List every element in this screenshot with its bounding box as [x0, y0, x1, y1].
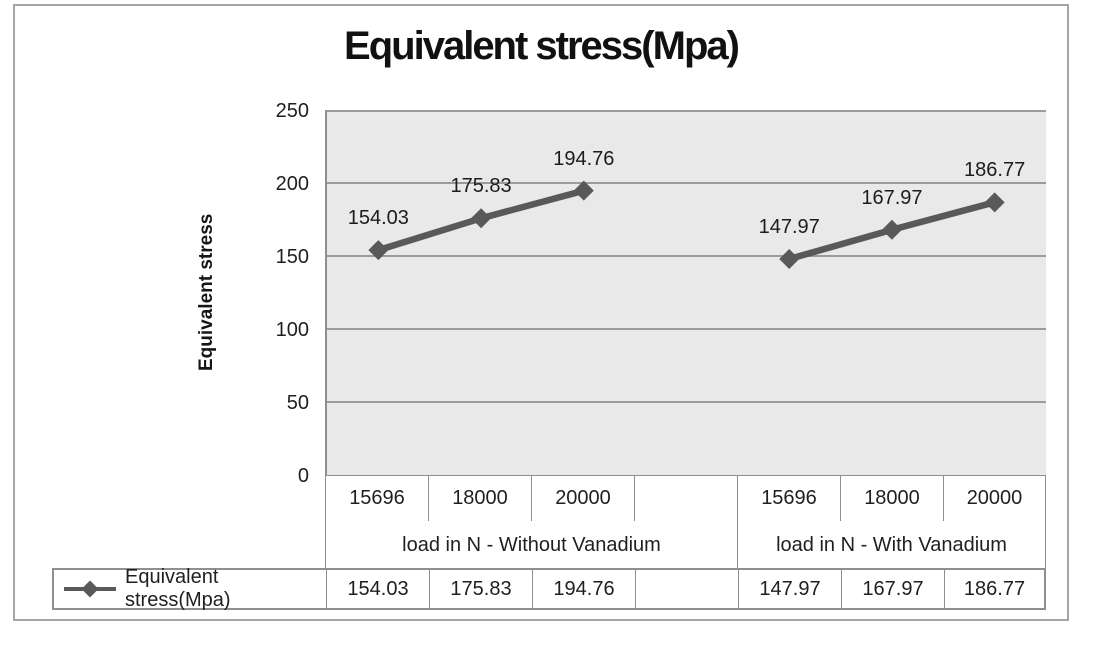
data-label: 194.76: [553, 147, 615, 170]
category-label: 18000: [841, 476, 944, 521]
category-label: 20000: [966, 487, 1023, 509]
y-tick-label: 200: [275, 173, 309, 195]
chart-frame: Equivalent stress(Mpa) Equivalent stress…: [13, 4, 1069, 621]
category-label: 15696: [326, 476, 429, 521]
category-axis-table: 15696 18000 20000 15696 18000 20000 load…: [325, 475, 1046, 569]
category-label: 15696: [738, 476, 841, 521]
gridline: [327, 255, 1046, 257]
data-label: 147.97: [758, 215, 820, 238]
marker-diamond-icon: [471, 208, 492, 229]
table-value: 194.76: [533, 570, 636, 608]
legend-diamond-icon: [81, 580, 99, 598]
group-label-without-vanadium: load in N - Without Vanadium: [326, 521, 738, 569]
data-label: 167.97: [861, 186, 923, 209]
marker-diamond-icon: [368, 240, 389, 261]
table-value: 167.97: [842, 570, 945, 608]
y-axis-ticks: 250 200 150 100 50 0: [237, 6, 309, 619]
y-tick-label: 250: [275, 100, 309, 122]
category-row: 15696 18000 20000 15696 18000 20000: [326, 476, 1045, 521]
y-axis-title: Equivalent stress: [196, 213, 217, 372]
gridline: [327, 328, 1046, 330]
legend: Equivalent stress(Mpa): [54, 566, 327, 611]
data-table-row: Equivalent stress(Mpa) 154.03 175.83 194…: [52, 566, 1046, 611]
line-series-plot: [368, 180, 1005, 269]
plot-area: 154.03 175.83 194.76 147.97 167.97 186.77: [325, 110, 1046, 475]
marker-diamond-icon: [984, 192, 1005, 213]
gridline: [327, 182, 1046, 184]
y-tick-label: 50: [286, 392, 309, 414]
category-label: 18000: [429, 476, 532, 521]
table-value: 147.97: [739, 570, 842, 608]
table-value: 154.03: [327, 570, 430, 608]
category-label-blank: [635, 476, 738, 521]
legend-line-marker-icon: [64, 580, 116, 598]
y-tick-label: 0: [297, 465, 309, 487]
data-label: 186.77: [964, 159, 1026, 182]
chart-title: Equivalent stress(Mpa): [344, 24, 740, 68]
marker-diamond-icon: [573, 180, 594, 201]
table-value: 186.77: [963, 577, 1026, 600]
legend-label: Equivalent stress(Mpa): [125, 566, 231, 611]
table-value-blank: [636, 570, 739, 608]
y-tick-label: 150: [275, 246, 309, 268]
table-value: 175.83: [430, 570, 533, 608]
data-label: 154.03: [347, 207, 409, 230]
marker-diamond-icon: [881, 219, 902, 240]
marker-diamond-icon: [779, 248, 800, 269]
gridline: [327, 110, 1046, 112]
group-label-row: load in N - Without Vanadium load in N -…: [326, 521, 1045, 569]
group-label-with-vanadium: load in N - With Vanadium: [776, 533, 1007, 556]
category-label: 20000: [532, 476, 635, 521]
y-tick-label: 100: [275, 319, 309, 341]
data-labels-layer: 154.03 175.83 194.76 147.97 167.97 186.77: [327, 110, 1046, 475]
gridline: [327, 401, 1046, 403]
data-label: 175.83: [450, 175, 512, 198]
